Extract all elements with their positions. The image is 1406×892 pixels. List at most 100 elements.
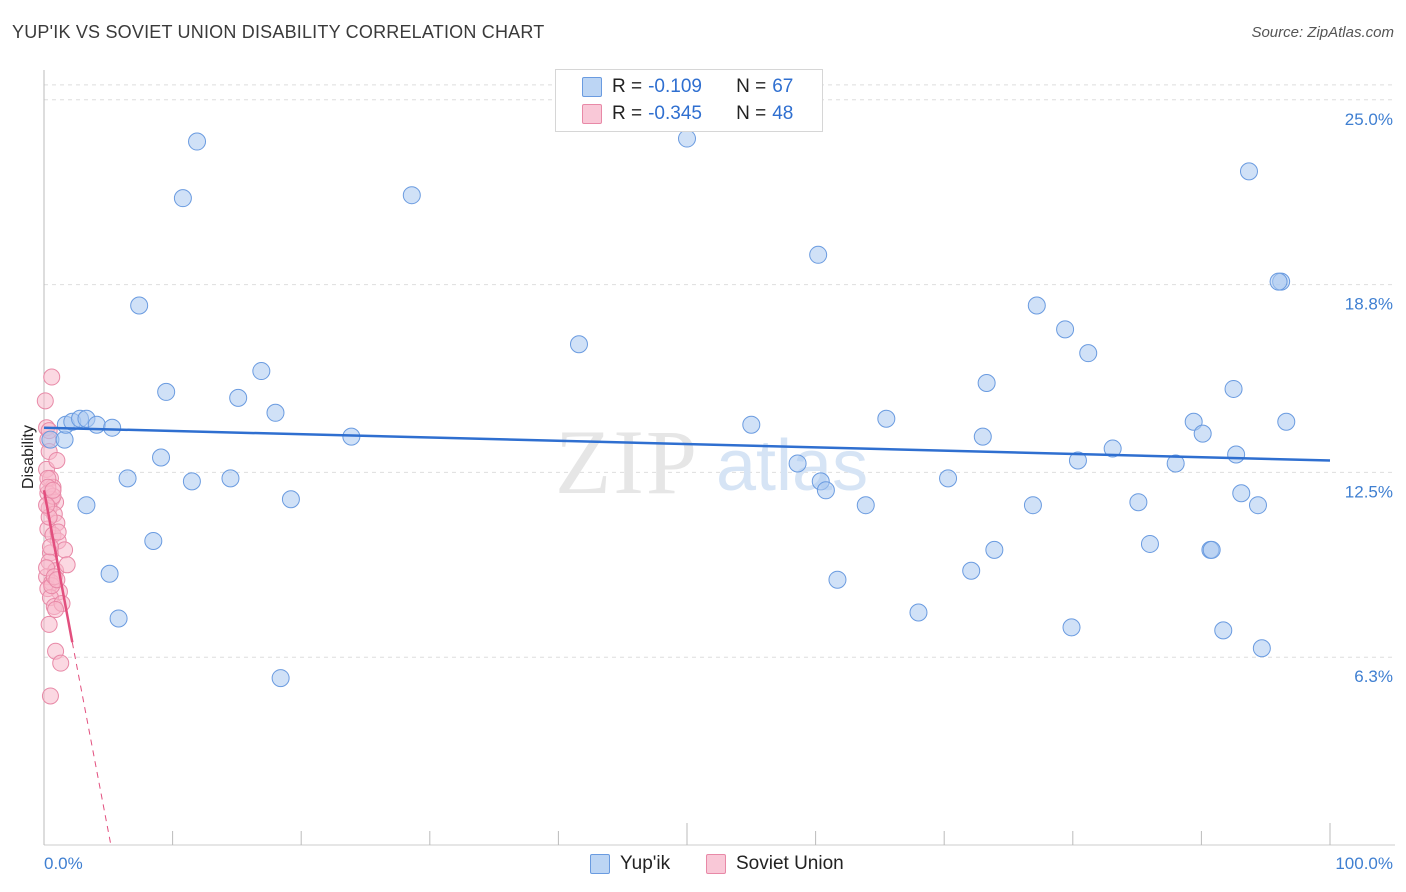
legend-row-yupik: R = -0.109 N = 67 [582, 75, 793, 99]
yupik-point [100, 564, 119, 583]
soviet-union-point [58, 556, 76, 574]
yupik-point [182, 472, 201, 491]
yupik-point [1193, 424, 1212, 443]
yupik-point [962, 561, 981, 580]
legend-item-soviet-union: Soviet Union [706, 851, 844, 877]
yupik-point [157, 382, 176, 401]
yupik-point [118, 469, 137, 488]
chart-title: YUP'IK VS SOVIET UNION DISABILITY CORREL… [12, 22, 545, 42]
x-tick-label: 0.0% [44, 854, 83, 873]
legend-row-soviet: R = -0.345 N = 48 [582, 102, 793, 126]
yupik-point [1140, 534, 1159, 553]
soviet-union-point [43, 368, 61, 386]
yupik-point [1103, 439, 1122, 458]
soviet-union-point [48, 451, 66, 469]
yupik-point [788, 454, 807, 473]
yupik-point [173, 189, 192, 208]
legend-item-yupik: Yup'ik [590, 851, 670, 877]
yupik-point [188, 132, 207, 151]
yupik-legend-icon [590, 854, 610, 874]
yupik-point [1252, 639, 1271, 658]
n-label: N = [736, 76, 767, 97]
y-tick-label: 18.8% [1345, 295, 1393, 314]
soviet-legend-icon [706, 854, 726, 874]
legend-label: Yup'ik [620, 853, 671, 874]
r-label: R = [612, 76, 643, 97]
n-label: N = [736, 103, 767, 124]
yupik-point [816, 481, 835, 500]
yupik-point [1023, 496, 1042, 515]
yupik-point [973, 427, 992, 446]
yupik-point [402, 186, 421, 205]
soviet-swatch-icon [582, 104, 602, 124]
soviet-union-point [52, 654, 70, 672]
soviet-union-point [36, 392, 54, 410]
x-tick-label: 100.0% [1335, 854, 1393, 873]
yupik-point [266, 403, 285, 422]
yupik-point [1062, 618, 1081, 637]
yupik-point [55, 430, 74, 449]
yupik-point [271, 669, 290, 688]
yupik-point [985, 540, 1004, 559]
y-axis-title: Disability [20, 425, 37, 489]
yupik-point [742, 415, 761, 434]
data-points [36, 129, 1296, 705]
yupik-point [1056, 320, 1075, 339]
yupik-point [856, 496, 875, 515]
r-value: -0.345 [648, 103, 702, 124]
yupik-point [1166, 454, 1185, 473]
yupik-point [130, 296, 149, 315]
y-tick-label: 12.5% [1345, 482, 1393, 501]
yupik-point [77, 496, 96, 515]
soviet-union-trend-extension [71, 642, 112, 846]
yupik-point [1202, 540, 1221, 559]
yupik-point [977, 373, 996, 392]
yupik-point [828, 570, 847, 589]
yupik-point [569, 335, 588, 354]
soviet-union-point [56, 541, 74, 559]
soviet-union-point [40, 615, 58, 633]
yupik-point [229, 388, 248, 407]
n-value: 48 [772, 103, 794, 124]
r-label: R = [612, 103, 643, 124]
yupik-point [221, 469, 240, 488]
trend-lines [42, 426, 1331, 846]
yupik-swatch-icon [582, 77, 602, 97]
yupik-point [1224, 379, 1243, 398]
yupik-point [281, 490, 300, 509]
grid-lines [44, 84, 1395, 658]
yupik-point [939, 469, 958, 488]
soviet-union-point [49, 523, 67, 541]
yupik-point [252, 362, 271, 381]
n-value: 67 [772, 76, 794, 97]
yupik-point [1248, 496, 1267, 515]
svg-text:ZIP: ZIP [555, 411, 699, 513]
yupik-point [109, 609, 128, 628]
soviet-union-point [44, 481, 62, 499]
yupik-point [909, 603, 928, 622]
r-value: -0.109 [648, 76, 702, 97]
yupik-point [1232, 484, 1251, 503]
soviet-union-point [41, 687, 59, 705]
yupik-point [678, 129, 696, 148]
y-tick-label: 6.3% [1354, 667, 1393, 686]
axis-labels: 6.3% 12.5% 18.8% 25.0% 0.0% 100.0% Disability [20, 110, 1393, 873]
yupik-point [877, 409, 896, 428]
soviet-union-trend-line [42, 490, 74, 643]
yupik-trend-line [43, 426, 1331, 462]
yupik-point [1079, 344, 1098, 363]
source-credit: Source: ZipAtlas.com [1251, 24, 1394, 41]
yupik-point [103, 418, 122, 437]
legend-label: Soviet Union [736, 853, 844, 874]
yupik-point [1269, 272, 1288, 291]
yupik-point [87, 415, 106, 434]
y-tick-label: 25.0% [1345, 110, 1393, 129]
yupik-point [1227, 445, 1246, 464]
yupik-point [1277, 412, 1296, 431]
yupik-point [1214, 621, 1233, 640]
yupik-point [1068, 451, 1087, 470]
yupik-point [144, 531, 163, 550]
yupik-point [1239, 162, 1258, 181]
stats-legend: R = -0.109 N = 67 R = -0.345 N = 48 [555, 69, 823, 132]
